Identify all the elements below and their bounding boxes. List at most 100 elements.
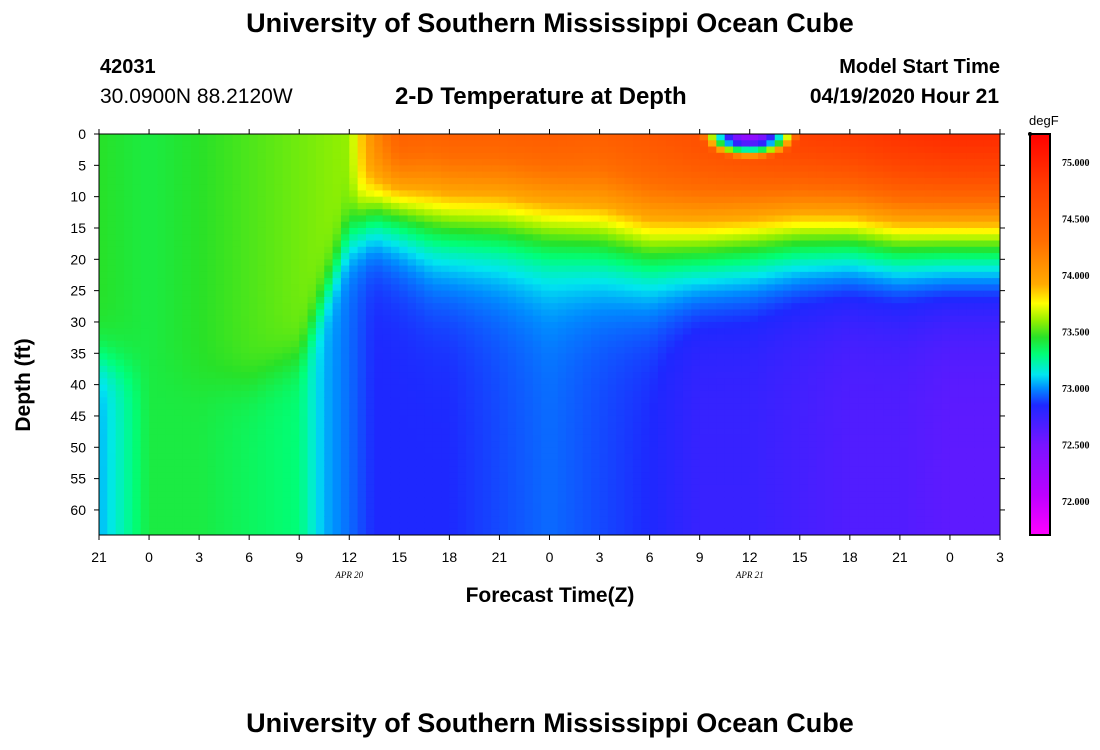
heatmap-cell — [649, 484, 659, 492]
heatmap-cell — [407, 390, 417, 398]
heatmap-cell — [240, 484, 250, 492]
heatmap-cell — [382, 390, 392, 398]
heatmap-cell — [733, 259, 743, 267]
heatmap-cell — [649, 215, 659, 223]
heatmap-cell — [174, 152, 184, 160]
heatmap-cell — [516, 278, 526, 286]
heatmap-cell — [215, 196, 225, 204]
heatmap-cell — [324, 315, 334, 323]
heatmap-cell — [666, 321, 676, 330]
heatmap-cell — [265, 152, 275, 160]
heatmap-cell — [349, 234, 359, 242]
heatmap-cell — [349, 384, 359, 392]
heatmap-cell — [390, 290, 401, 298]
heatmap-cell — [599, 484, 609, 492]
heatmap-cell — [432, 184, 442, 192]
heatmap-cell — [165, 359, 175, 367]
heatmap-cell — [390, 134, 401, 142]
heatmap-cell — [340, 409, 351, 417]
heatmap-cell — [382, 265, 392, 273]
heatmap-cell — [299, 497, 309, 505]
heatmap-cell — [215, 140, 225, 148]
heatmap-cell — [332, 441, 342, 449]
heatmap-cell — [224, 171, 234, 179]
heatmap-cell — [207, 403, 217, 411]
heatmap-cell — [449, 422, 459, 430]
heatmap-cell — [140, 234, 150, 242]
heatmap-cell — [215, 453, 225, 461]
heatmap-cell — [399, 190, 409, 198]
heatmap-cell — [215, 359, 225, 367]
heatmap-cell — [149, 227, 159, 236]
heatmap-cell — [624, 315, 634, 323]
heatmap-cell — [207, 522, 217, 530]
heatmap-cell — [249, 278, 259, 286]
heatmap-cell — [357, 447, 367, 455]
heatmap-cell — [557, 359, 567, 367]
heatmap-cell — [499, 278, 509, 286]
heatmap-cell — [449, 290, 459, 298]
heatmap-cell — [424, 165, 434, 173]
heatmap-cell — [340, 384, 351, 392]
heatmap-cell — [499, 403, 509, 411]
heatmap-cell — [299, 466, 309, 474]
heatmap-cell — [524, 484, 534, 492]
heatmap-cell — [224, 296, 234, 304]
heatmap-cell — [741, 321, 751, 330]
heatmap-cell — [549, 491, 559, 499]
heatmap-cell — [549, 422, 559, 430]
heatmap-cell — [157, 278, 167, 286]
heatmap-cell — [674, 134, 684, 142]
heatmap-cell — [315, 265, 326, 273]
heatmap-cell — [257, 403, 267, 411]
heatmap-cell — [299, 309, 309, 317]
heatmap-cell — [132, 159, 142, 167]
heatmap-cell — [666, 240, 676, 248]
heatmap-cell — [107, 296, 117, 304]
heatmap-cell — [307, 459, 317, 467]
heatmap-cell — [365, 428, 376, 436]
heatmap-cell — [382, 177, 392, 185]
heatmap-cell — [682, 516, 693, 524]
heatmap-cell — [132, 503, 142, 511]
heatmap-cell — [140, 171, 150, 179]
heatmap-cell — [349, 271, 359, 279]
heatmap-cell — [591, 522, 601, 530]
heatmap-cell — [624, 146, 634, 154]
heatmap-cell — [499, 240, 509, 248]
heatmap-cell — [557, 447, 567, 455]
heatmap-cell — [499, 409, 509, 417]
heatmap-cell — [541, 441, 551, 449]
heatmap-cell — [282, 384, 292, 392]
heatmap-cell — [390, 459, 401, 467]
heatmap-cell — [674, 403, 684, 411]
heatmap-cell — [674, 528, 684, 535]
heatmap-cell — [566, 397, 576, 405]
heatmap-cell — [641, 177, 651, 185]
heatmap-cell — [324, 428, 334, 436]
heatmap-cell — [557, 215, 567, 223]
heatmap-cell — [574, 328, 584, 336]
heatmap-cell — [666, 177, 676, 185]
heatmap-cell — [524, 497, 534, 505]
heatmap-cell — [416, 472, 426, 480]
heatmap-cell — [307, 309, 317, 317]
heatmap-cell — [140, 409, 150, 417]
heatmap-cell — [249, 497, 259, 505]
heatmap-cell — [290, 278, 301, 286]
heatmap-cell — [574, 434, 584, 442]
heatmap-cell — [591, 290, 601, 298]
heatmap-cell — [257, 159, 267, 167]
heatmap-cell — [699, 503, 709, 511]
heatmap-cell — [374, 397, 384, 405]
heatmap-cell — [566, 159, 576, 167]
heatmap-cell — [699, 340, 709, 348]
heatmap-cell — [599, 434, 609, 442]
heatmap-cell — [124, 140, 134, 148]
heatmap-cell — [624, 165, 634, 173]
heatmap-cell — [716, 321, 726, 330]
heatmap-cell — [190, 265, 200, 273]
heatmap-cell — [499, 202, 509, 210]
heatmap-cell — [174, 171, 184, 179]
heatmap-cell — [199, 466, 209, 474]
